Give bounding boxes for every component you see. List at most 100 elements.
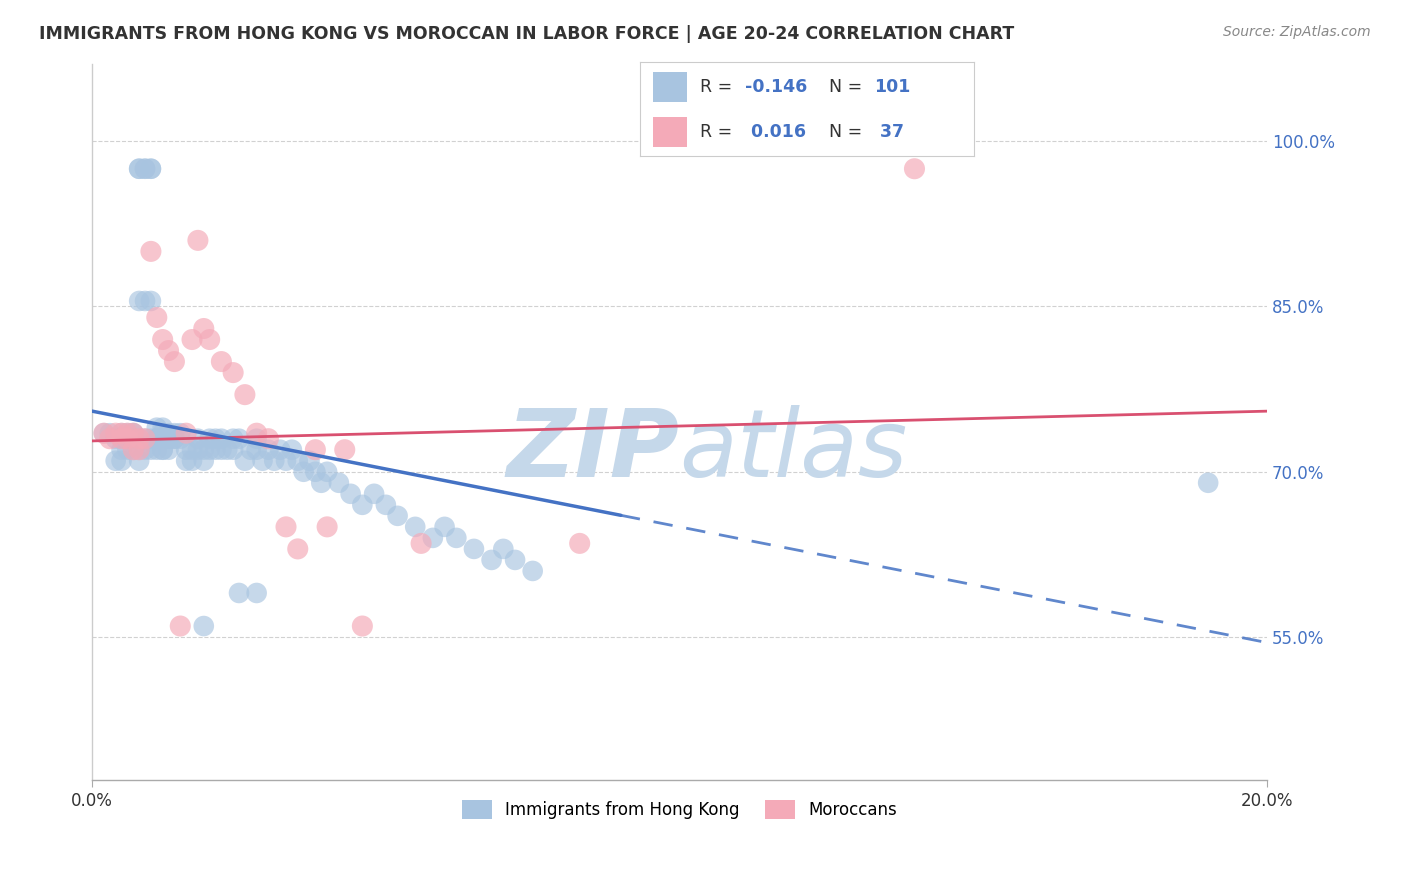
Text: Source: ZipAtlas.com: Source: ZipAtlas.com bbox=[1223, 25, 1371, 39]
Point bbox=[152, 420, 174, 434]
Point bbox=[117, 432, 139, 446]
Point bbox=[404, 520, 426, 534]
Point bbox=[128, 454, 150, 468]
Point bbox=[152, 442, 174, 457]
Point bbox=[281, 442, 304, 457]
Point bbox=[146, 432, 169, 446]
Point bbox=[93, 426, 115, 441]
Point bbox=[446, 531, 468, 545]
Point bbox=[146, 432, 169, 446]
Point bbox=[304, 442, 326, 457]
Point bbox=[93, 426, 115, 441]
Point bbox=[316, 465, 339, 479]
Text: R =: R = bbox=[700, 123, 738, 141]
Point bbox=[287, 541, 309, 556]
Point bbox=[98, 432, 121, 446]
Point bbox=[128, 432, 150, 446]
Point bbox=[352, 498, 374, 512]
Point bbox=[169, 426, 191, 441]
Point bbox=[274, 454, 297, 468]
Text: R =: R = bbox=[700, 78, 738, 95]
Point bbox=[174, 442, 197, 457]
Point bbox=[228, 432, 250, 446]
Point bbox=[139, 161, 162, 176]
Point bbox=[522, 564, 544, 578]
Point bbox=[174, 454, 197, 468]
Point bbox=[198, 442, 221, 457]
Point bbox=[104, 454, 127, 468]
Point bbox=[374, 498, 396, 512]
Point bbox=[163, 432, 186, 446]
Point bbox=[181, 454, 204, 468]
Point bbox=[309, 475, 332, 490]
Point bbox=[222, 432, 245, 446]
Point bbox=[481, 553, 503, 567]
Point bbox=[181, 442, 204, 457]
Text: IMMIGRANTS FROM HONG KONG VS MOROCCAN IN LABOR FORCE | AGE 20-24 CORRELATION CHA: IMMIGRANTS FROM HONG KONG VS MOROCCAN IN… bbox=[39, 25, 1015, 43]
Point bbox=[134, 161, 156, 176]
Point bbox=[274, 520, 297, 534]
Point bbox=[139, 432, 162, 446]
Text: N =: N = bbox=[828, 123, 868, 141]
Point bbox=[104, 426, 127, 441]
Point bbox=[209, 442, 232, 457]
Point bbox=[287, 454, 309, 468]
Point bbox=[222, 442, 245, 457]
Point bbox=[903, 161, 925, 176]
Point bbox=[198, 432, 221, 446]
Point bbox=[163, 426, 186, 441]
Point bbox=[122, 426, 145, 441]
Point bbox=[163, 354, 186, 368]
Point bbox=[328, 475, 350, 490]
Point bbox=[128, 442, 150, 457]
Point bbox=[204, 432, 226, 446]
Point bbox=[146, 310, 169, 325]
Point bbox=[169, 432, 191, 446]
Point bbox=[339, 487, 361, 501]
Point bbox=[1197, 475, 1219, 490]
Point bbox=[198, 333, 221, 347]
Point bbox=[128, 293, 150, 308]
Point bbox=[292, 465, 315, 479]
Point bbox=[134, 432, 156, 446]
Point bbox=[139, 293, 162, 308]
Point bbox=[363, 487, 385, 501]
Point bbox=[110, 432, 132, 446]
Text: 37: 37 bbox=[875, 123, 904, 141]
Point bbox=[104, 432, 127, 446]
Point bbox=[152, 442, 174, 457]
Point bbox=[193, 442, 215, 457]
Point bbox=[139, 161, 162, 176]
Point bbox=[269, 442, 291, 457]
Point bbox=[146, 420, 169, 434]
Point bbox=[187, 233, 209, 247]
Point bbox=[98, 426, 121, 441]
FancyBboxPatch shape bbox=[654, 117, 686, 147]
Point bbox=[134, 432, 156, 446]
Point bbox=[174, 426, 197, 441]
Point bbox=[193, 619, 215, 633]
Point bbox=[433, 520, 456, 534]
Point bbox=[193, 454, 215, 468]
Text: 101: 101 bbox=[875, 78, 910, 95]
Point bbox=[122, 442, 145, 457]
Point bbox=[252, 454, 274, 468]
Point bbox=[246, 432, 269, 446]
Point bbox=[233, 454, 256, 468]
Text: N =: N = bbox=[828, 78, 868, 95]
Point bbox=[187, 442, 209, 457]
Point bbox=[163, 432, 186, 446]
Point bbox=[122, 426, 145, 441]
Point bbox=[233, 387, 256, 401]
Point bbox=[568, 536, 591, 550]
Point bbox=[422, 531, 444, 545]
Point bbox=[122, 442, 145, 457]
Point bbox=[134, 161, 156, 176]
Point bbox=[257, 432, 280, 446]
Point bbox=[157, 442, 180, 457]
Point bbox=[333, 442, 356, 457]
Point bbox=[228, 586, 250, 600]
Point bbox=[169, 619, 191, 633]
Point bbox=[298, 454, 321, 468]
Point bbox=[152, 426, 174, 441]
